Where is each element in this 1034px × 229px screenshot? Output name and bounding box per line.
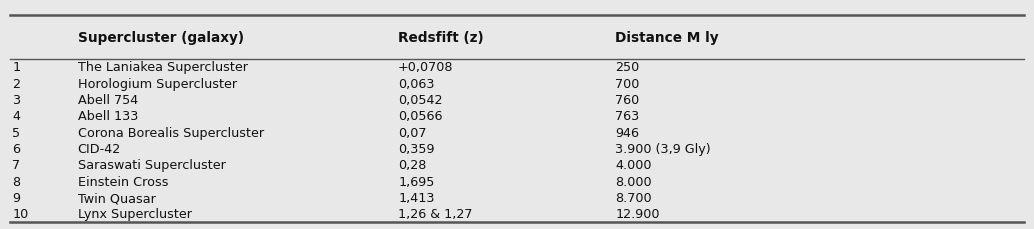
Text: 1,413: 1,413 xyxy=(398,191,434,204)
Text: 10: 10 xyxy=(12,207,29,221)
Text: 0,0566: 0,0566 xyxy=(398,110,443,123)
Text: 4.000: 4.000 xyxy=(615,159,651,172)
Text: 946: 946 xyxy=(615,126,639,139)
Text: 4: 4 xyxy=(12,110,21,123)
Text: 8: 8 xyxy=(12,175,21,188)
Text: 0,063: 0,063 xyxy=(398,77,434,90)
Text: 763: 763 xyxy=(615,110,639,123)
Text: 8.000: 8.000 xyxy=(615,175,651,188)
Text: 250: 250 xyxy=(615,61,639,74)
Text: 700: 700 xyxy=(615,77,640,90)
Text: 2: 2 xyxy=(12,77,21,90)
Text: 0,359: 0,359 xyxy=(398,142,434,155)
Text: Distance M ly: Distance M ly xyxy=(615,31,719,45)
Text: Horologium Supercluster: Horologium Supercluster xyxy=(78,77,237,90)
Text: Abell 754: Abell 754 xyxy=(78,94,138,107)
Text: +0,0708: +0,0708 xyxy=(398,61,454,74)
Text: The Laniakea Supercluster: The Laniakea Supercluster xyxy=(78,61,247,74)
Text: Lynx Supercluster: Lynx Supercluster xyxy=(78,207,191,221)
Text: Einstein Cross: Einstein Cross xyxy=(78,175,169,188)
Text: 760: 760 xyxy=(615,94,639,107)
Text: 1: 1 xyxy=(12,61,21,74)
Text: 0,0542: 0,0542 xyxy=(398,94,443,107)
Text: 7: 7 xyxy=(12,159,21,172)
Text: Supercluster (galaxy): Supercluster (galaxy) xyxy=(78,31,244,45)
Text: 6: 6 xyxy=(12,142,21,155)
Text: Abell 133: Abell 133 xyxy=(78,110,138,123)
Text: 1,695: 1,695 xyxy=(398,175,434,188)
Text: 9: 9 xyxy=(12,191,21,204)
Text: Redsfift (z): Redsfift (z) xyxy=(398,31,484,45)
Text: 5: 5 xyxy=(12,126,21,139)
Text: 3: 3 xyxy=(12,94,21,107)
Text: 3.900 (3,9 Gly): 3.900 (3,9 Gly) xyxy=(615,142,710,155)
Text: Saraswati Supercluster: Saraswati Supercluster xyxy=(78,159,225,172)
Text: 1,26 & 1,27: 1,26 & 1,27 xyxy=(398,207,473,221)
Text: 8.700: 8.700 xyxy=(615,191,651,204)
Text: Corona Borealis Supercluster: Corona Borealis Supercluster xyxy=(78,126,264,139)
Text: 12.900: 12.900 xyxy=(615,207,660,221)
Text: Twin Quasar: Twin Quasar xyxy=(78,191,155,204)
Text: 0,07: 0,07 xyxy=(398,126,427,139)
Text: CID-42: CID-42 xyxy=(78,142,121,155)
Text: 0,28: 0,28 xyxy=(398,159,426,172)
